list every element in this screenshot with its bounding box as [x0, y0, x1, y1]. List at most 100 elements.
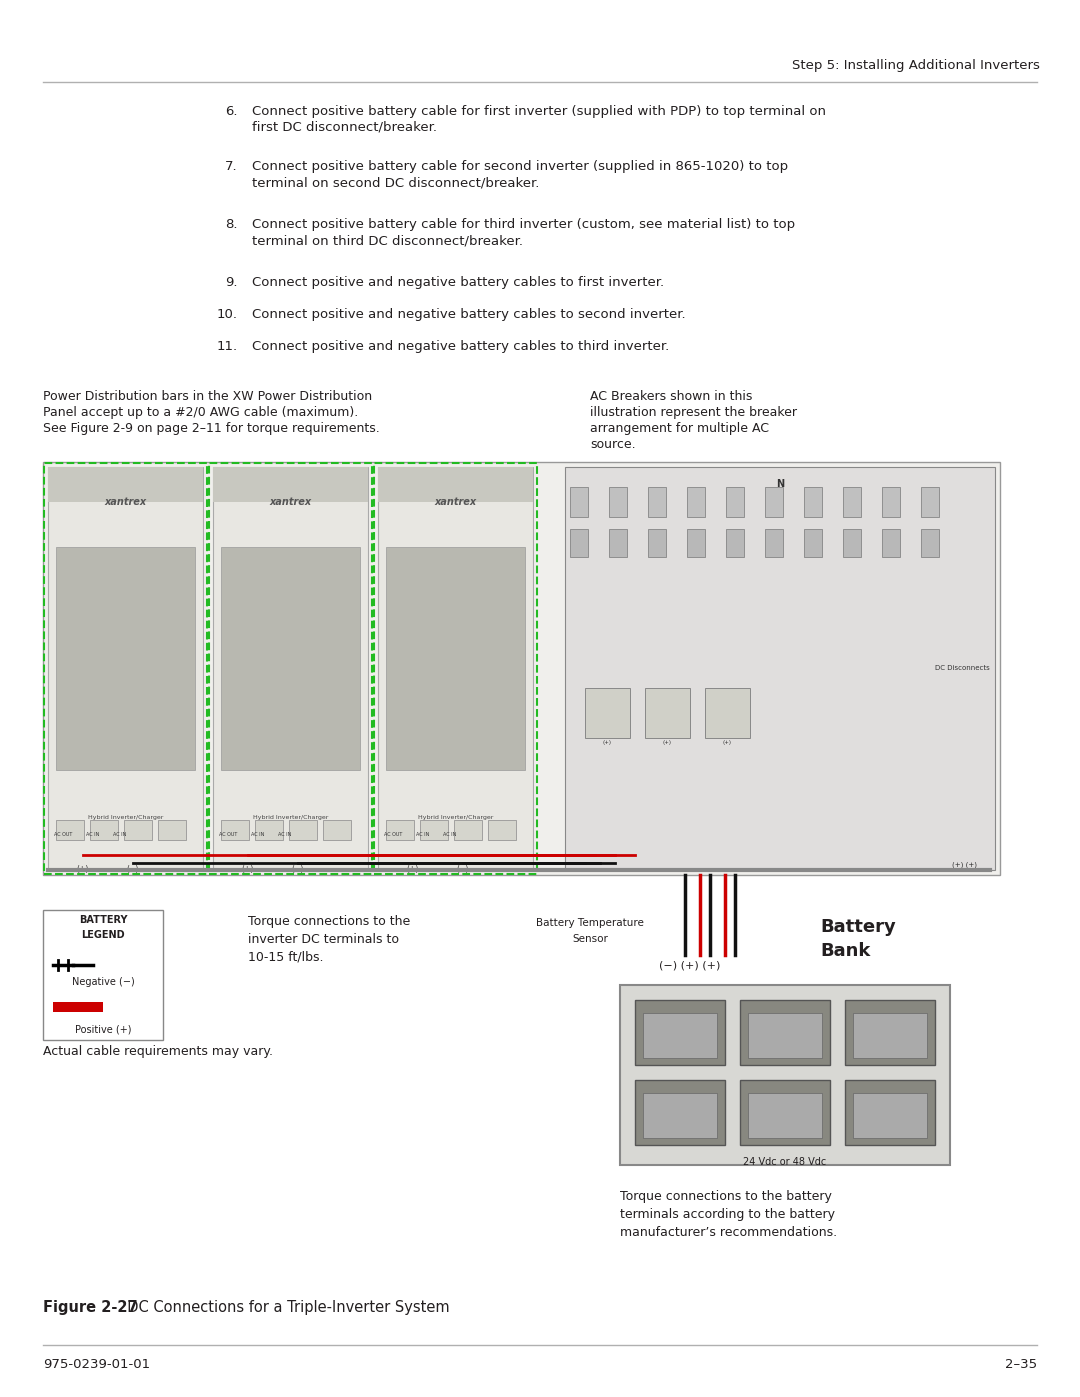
- Text: Hybrid Inverter/Charger: Hybrid Inverter/Charger: [418, 814, 494, 820]
- Text: 975-0239-01-01: 975-0239-01-01: [43, 1358, 150, 1370]
- FancyBboxPatch shape: [648, 488, 666, 517]
- Text: first DC disconnect/breaker.: first DC disconnect/breaker.: [252, 122, 437, 134]
- FancyBboxPatch shape: [570, 488, 588, 517]
- FancyBboxPatch shape: [221, 548, 360, 770]
- FancyBboxPatch shape: [570, 529, 588, 557]
- Text: manufacturer’s recommendations.: manufacturer’s recommendations.: [620, 1227, 837, 1239]
- Text: N: N: [775, 479, 784, 489]
- Text: 10-15 ft/lbs.: 10-15 ft/lbs.: [248, 951, 324, 964]
- Text: arrangement for multiple AC: arrangement for multiple AC: [590, 422, 769, 434]
- FancyBboxPatch shape: [43, 909, 163, 1039]
- Text: Hybrid Inverter/Charger: Hybrid Inverter/Charger: [87, 814, 163, 820]
- Text: illustration represent the breaker: illustration represent the breaker: [590, 407, 797, 419]
- FancyBboxPatch shape: [648, 529, 666, 557]
- FancyBboxPatch shape: [843, 488, 861, 517]
- FancyBboxPatch shape: [386, 548, 525, 770]
- Text: AC OUT: AC OUT: [54, 833, 72, 837]
- Text: Connect positive and negative battery cables to second inverter.: Connect positive and negative battery ca…: [252, 307, 686, 321]
- FancyBboxPatch shape: [726, 529, 744, 557]
- Text: (+): (+): [407, 865, 419, 875]
- Text: AC Breakers shown in this: AC Breakers shown in this: [590, 390, 753, 402]
- Text: Connect positive and negative battery cables to third inverter.: Connect positive and negative battery ca…: [252, 339, 670, 353]
- FancyBboxPatch shape: [726, 488, 744, 517]
- FancyBboxPatch shape: [43, 462, 1000, 875]
- Text: Step 5: Installing Additional Inverters: Step 5: Installing Additional Inverters: [792, 59, 1040, 73]
- FancyBboxPatch shape: [53, 1002, 103, 1011]
- FancyBboxPatch shape: [765, 529, 783, 557]
- Text: (+) (+): (+) (+): [953, 862, 977, 869]
- Text: AC IN: AC IN: [279, 833, 292, 837]
- Text: (−): (−): [126, 865, 139, 875]
- FancyBboxPatch shape: [687, 529, 705, 557]
- Text: (+): (+): [77, 865, 90, 875]
- FancyBboxPatch shape: [255, 820, 283, 840]
- FancyBboxPatch shape: [158, 820, 186, 840]
- FancyBboxPatch shape: [643, 1013, 717, 1058]
- Text: 8.: 8.: [226, 218, 238, 231]
- Text: (+): (+): [603, 740, 611, 745]
- Text: 2–35: 2–35: [1004, 1358, 1037, 1370]
- Text: Power Distribution bars in the XW Power Distribution: Power Distribution bars in the XW Power …: [43, 390, 373, 402]
- FancyBboxPatch shape: [645, 687, 690, 738]
- Text: Torque connections to the battery: Torque connections to the battery: [620, 1190, 832, 1203]
- Text: Actual cable requirements may vary.: Actual cable requirements may vary.: [43, 1045, 273, 1058]
- Text: (+): (+): [723, 740, 731, 745]
- FancyBboxPatch shape: [748, 1092, 822, 1139]
- Text: AC OUT: AC OUT: [219, 833, 238, 837]
- Text: terminal on second DC disconnect/breaker.: terminal on second DC disconnect/breaker…: [252, 176, 539, 189]
- FancyBboxPatch shape: [48, 467, 203, 870]
- FancyBboxPatch shape: [454, 820, 482, 840]
- FancyBboxPatch shape: [635, 1080, 725, 1146]
- FancyBboxPatch shape: [609, 529, 627, 557]
- FancyBboxPatch shape: [843, 529, 861, 557]
- FancyBboxPatch shape: [420, 820, 448, 840]
- Text: Positive (+): Positive (+): [75, 1025, 132, 1035]
- FancyBboxPatch shape: [882, 488, 900, 517]
- Text: Battery Temperature: Battery Temperature: [536, 918, 644, 928]
- Text: (+): (+): [242, 865, 254, 875]
- FancyBboxPatch shape: [323, 820, 351, 840]
- FancyBboxPatch shape: [921, 529, 939, 557]
- FancyBboxPatch shape: [488, 820, 516, 840]
- Text: (−): (−): [457, 865, 469, 875]
- Text: Hybrid Inverter/Charger: Hybrid Inverter/Charger: [253, 814, 328, 820]
- Text: xantrex: xantrex: [105, 497, 147, 507]
- Text: source.: source.: [590, 439, 636, 451]
- Text: xantrex: xantrex: [434, 497, 476, 507]
- Text: DC Connections for a Triple-Inverter System: DC Connections for a Triple-Inverter Sys…: [118, 1301, 449, 1315]
- FancyBboxPatch shape: [48, 467, 203, 502]
- Text: Connect positive battery cable for third inverter (custom, see material list) to: Connect positive battery cable for third…: [252, 218, 795, 231]
- FancyBboxPatch shape: [585, 687, 630, 738]
- Text: (−): (−): [292, 865, 305, 875]
- FancyBboxPatch shape: [748, 1013, 822, 1058]
- FancyBboxPatch shape: [643, 1092, 717, 1139]
- FancyBboxPatch shape: [845, 1000, 935, 1065]
- FancyBboxPatch shape: [687, 488, 705, 517]
- Text: (+): (+): [662, 740, 672, 745]
- FancyBboxPatch shape: [740, 1080, 831, 1146]
- Text: LEGEND: LEGEND: [81, 930, 125, 940]
- Text: (−) (+) (+): (−) (+) (+): [659, 960, 720, 970]
- FancyBboxPatch shape: [565, 467, 995, 870]
- Text: AC IN: AC IN: [113, 833, 126, 837]
- Text: terminals according to the battery: terminals according to the battery: [620, 1208, 835, 1221]
- Text: 11.: 11.: [217, 339, 238, 353]
- Text: See Figure 2-9 on page 2–11 for torque requirements.: See Figure 2-9 on page 2–11 for torque r…: [43, 422, 380, 434]
- Text: 7.: 7.: [226, 161, 238, 173]
- Text: AC IN: AC IN: [443, 833, 457, 837]
- FancyBboxPatch shape: [921, 488, 939, 517]
- FancyBboxPatch shape: [213, 467, 368, 870]
- FancyBboxPatch shape: [853, 1092, 927, 1139]
- FancyBboxPatch shape: [289, 820, 318, 840]
- Text: 9.: 9.: [226, 277, 238, 289]
- Text: BATTERY: BATTERY: [79, 915, 127, 925]
- FancyBboxPatch shape: [378, 467, 534, 870]
- Text: xantrex: xantrex: [269, 497, 311, 507]
- Text: AC IN: AC IN: [252, 833, 265, 837]
- FancyBboxPatch shape: [620, 985, 950, 1165]
- Text: AC OUT: AC OUT: [383, 833, 402, 837]
- FancyBboxPatch shape: [765, 488, 783, 517]
- FancyBboxPatch shape: [378, 467, 534, 502]
- FancyBboxPatch shape: [635, 1000, 725, 1065]
- FancyBboxPatch shape: [56, 820, 84, 840]
